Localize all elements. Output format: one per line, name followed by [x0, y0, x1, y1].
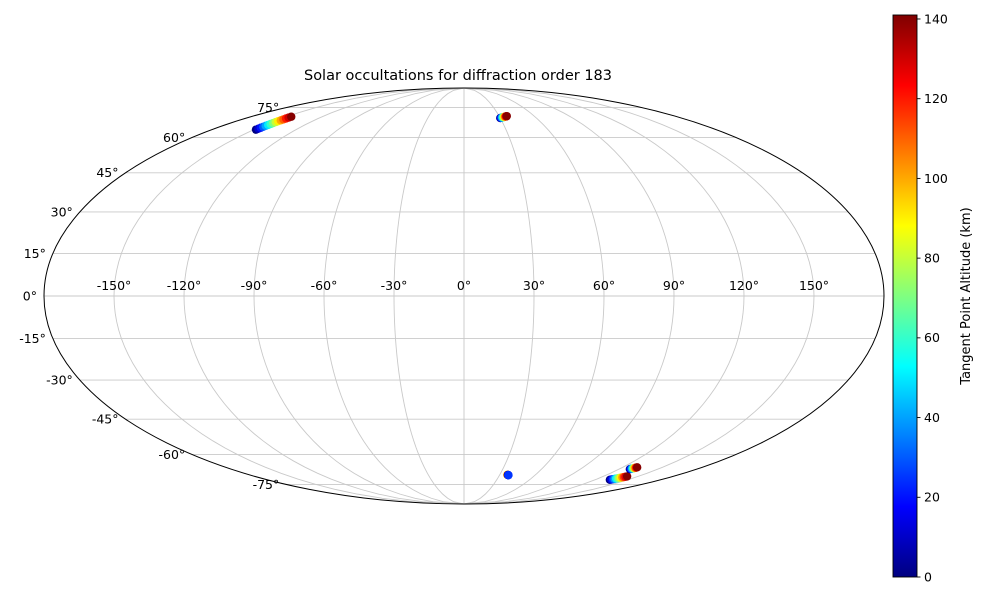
latitude-tick-label: 60°: [163, 130, 185, 145]
meridian-gridline: [463, 87, 605, 505]
latitude-tick-label: 15°: [24, 246, 46, 261]
occultation-track-northwest: [251, 112, 296, 134]
latitude-tick-labels: 75° 60° 45° 30° 15° 0° -15° -30° -45° -60° -75°: [19, 100, 279, 492]
occultation-track-north-center: [496, 111, 511, 123]
latitude-tick-label: -75°: [253, 477, 280, 492]
latitude-tick-label: -60°: [159, 447, 186, 462]
data-point: [287, 112, 296, 121]
longitude-tick-label: -150°: [97, 278, 132, 293]
longitude-tick-label: 60°: [593, 278, 615, 293]
meridian-gridline: [323, 87, 465, 505]
meridian-gridline: [183, 87, 465, 505]
occultation-track-southeast-streak: [605, 472, 632, 484]
colorbar-ticks: 0 20 40 60 80 100 120 140: [917, 11, 948, 584]
data-point: [632, 463, 642, 472]
colorbar-tick-label: 100: [924, 171, 948, 186]
colorbar-tick-label: 40: [924, 410, 940, 425]
colorbar-tick-label: 0: [924, 569, 932, 584]
data-point: [502, 111, 511, 121]
map-gridlines: [44, 87, 884, 505]
meridian-gridline: [113, 87, 465, 505]
latitude-tick-label: -30°: [46, 372, 73, 387]
latitude-tick-label: 0°: [23, 288, 37, 303]
latitude-tick-label: 45°: [96, 165, 118, 180]
longitude-tick-label: 0°: [457, 278, 471, 293]
meridian-gridline: [463, 87, 675, 505]
colorbar-label: Tangent Point Altitude (km): [959, 207, 974, 385]
map-outline: [43, 87, 885, 505]
chart-title: Solar occultations for diffraction order…: [304, 68, 612, 84]
latitude-tick-label: 75°: [257, 100, 279, 115]
longitude-tick-label: -120°: [167, 278, 202, 293]
colorbar: [892, 14, 918, 578]
longitude-tick-label: 120°: [729, 278, 759, 293]
occultation-track-south-center: [503, 470, 513, 480]
latitude-tick-label: -15°: [19, 331, 46, 346]
meridian-gridline: [463, 87, 745, 505]
colorbar-tick-label: 60: [924, 330, 940, 345]
meridian-gridline: [393, 87, 465, 505]
longitude-tick-label: -60°: [311, 278, 338, 293]
longitude-tick-label: -90°: [241, 278, 268, 293]
longitude-tick-label: -30°: [381, 278, 408, 293]
latitude-tick-label: -45°: [92, 412, 119, 427]
colorbar-tick-label: 20: [924, 490, 940, 505]
longitude-tick-label: 150°: [799, 278, 829, 293]
colorbar-tick-label: 140: [924, 11, 948, 26]
meridian-gridline: [463, 87, 815, 505]
scatter-points: [251, 111, 642, 484]
longitude-tick-labels: -150° -120° -90° -60° -30° 0° 30° 60° 90° 120° 150…: [97, 278, 829, 293]
colorbar-tick-label: 120: [924, 91, 948, 106]
data-point: [622, 472, 632, 481]
colorbar-tick-label: 80: [924, 251, 940, 266]
longitude-tick-label: 30°: [523, 278, 545, 293]
meridian-gridline: [463, 87, 535, 505]
occultation-track-southeast-blob: [625, 463, 642, 474]
meridian-gridline: [253, 87, 465, 505]
data-point: [504, 470, 513, 480]
longitude-tick-label: 90°: [663, 278, 685, 293]
latitude-tick-label: 30°: [51, 204, 73, 219]
